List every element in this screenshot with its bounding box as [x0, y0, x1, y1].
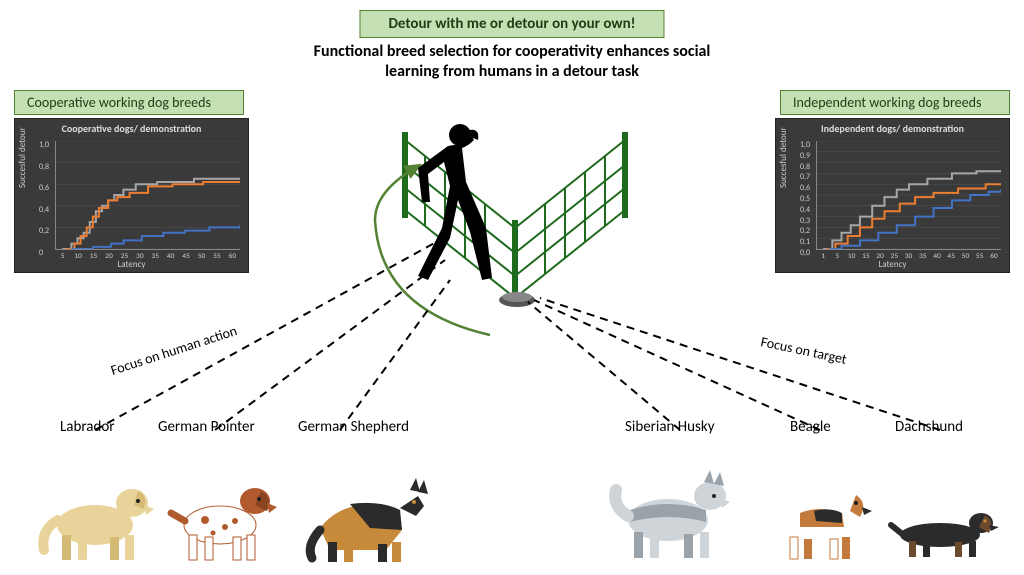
chart-ytick: 0,9 [800, 151, 810, 161]
dog-siberian-husky-icon [600, 450, 740, 565]
breed-label: German Pointer [158, 418, 255, 436]
chart-xtick: 5 [830, 252, 844, 261]
chart-plot-area [816, 141, 1001, 250]
chart-xtick: 10 [844, 252, 858, 261]
dog-labrador-icon [30, 455, 160, 565]
chart-xticks: 151015202530354045505560 [816, 252, 1001, 261]
chart-ytick: 0,1 [800, 237, 810, 247]
target-bowl-icon [502, 292, 532, 302]
breed-label: Beagle [790, 418, 831, 436]
chart-ytick: 1,0 [800, 140, 810, 150]
chart-xtick: 45 [944, 252, 958, 261]
chart-ytick: 0,3 [800, 216, 810, 226]
chart-title: Independent dogs/ demonstration [776, 119, 1009, 136]
chart-xtick: 30 [901, 252, 915, 261]
breed-label: Dachshund [895, 418, 963, 436]
chart-xtick: 60 [987, 252, 1001, 261]
focus-label-human: Focus on human action [109, 322, 240, 379]
chart-xtick: 20 [101, 252, 116, 261]
subtitle-line: learning from humans in a detour task [0, 62, 1024, 82]
chart-ylabel: Succesful detour [17, 127, 28, 188]
chart-xtick: 15 [86, 252, 101, 261]
chart-xtick: 20 [873, 252, 887, 261]
chart-xtick: 15 [859, 252, 873, 261]
dog-beagle-icon [760, 455, 880, 565]
chart-ytick: 0,2 [800, 226, 810, 236]
chart-title: Cooperative dogs/ demonstration [15, 119, 248, 136]
chart-svg [817, 141, 1001, 249]
chart-xtick: 25 [117, 252, 132, 261]
chart-xtick: 45 [178, 252, 193, 261]
group-label-cooperative: Cooperative working dog breeds [14, 90, 244, 115]
chart-independent: Independent dogs/ demonstration Succesfu… [775, 118, 1010, 273]
chart-ytick: 0,8 [800, 162, 810, 172]
chart-xtick: 35 [916, 252, 930, 261]
chart-ylabel: Succesful detour [778, 127, 789, 188]
chart-xtick: 50 [194, 252, 209, 261]
subtitle-line: Functional breed selection for cooperati… [0, 42, 1024, 62]
dog-german-pointer-icon [155, 455, 285, 565]
title-banner: Detour with me or detour on your own! [359, 10, 664, 38]
chart-xtick: 10 [70, 252, 85, 261]
chart-ytick: 0,4 [800, 205, 810, 215]
chart-ytick: 0,4 [39, 205, 49, 215]
chart-xtick: 5 [55, 252, 70, 261]
chart-ytick: 0,5 [800, 194, 810, 204]
chart-svg [56, 141, 240, 249]
chart-xtick: 40 [163, 252, 178, 261]
subtitle: Functional breed selection for cooperati… [0, 42, 1024, 82]
chart-ytick: 0,6 [39, 183, 49, 193]
chart-xtick: 55 [973, 252, 987, 261]
chart-xtick: 55 [209, 252, 224, 261]
chart-ytick: 0,0 [800, 248, 810, 258]
chart-xtick: 40 [930, 252, 944, 261]
chart-ytick: 1,0 [39, 140, 49, 150]
chart-cooperative: Cooperative dogs/ demonstration Succesfu… [14, 118, 249, 273]
scene-svg [310, 110, 720, 340]
chart-ytick: 0,6 [800, 183, 810, 193]
chart-xtick: 25 [887, 252, 901, 261]
chart-xtick: 35 [148, 252, 163, 261]
detour-scene [310, 110, 720, 340]
chart-ytick: 0,2 [39, 226, 49, 236]
chart-plot-area [55, 141, 240, 250]
chart-ytick: 0,8 [39, 162, 49, 172]
chart-xtick: 1 [816, 252, 830, 261]
dog-german-shepherd-icon [290, 450, 440, 565]
breed-label: Labrador [60, 418, 115, 436]
dog-dachshund-icon [885, 475, 1005, 565]
chart-ytick: 0,7 [800, 172, 810, 182]
group-label-independent: Independent working dog breeds [780, 90, 1010, 115]
chart-xticks: 51015202530354045505560 [55, 252, 240, 261]
chart-xtick: 30 [132, 252, 147, 261]
chart-xtick: 50 [958, 252, 972, 261]
breed-label: Siberian Husky [625, 418, 715, 436]
breed-label: German Shepherd [298, 418, 409, 436]
chart-ytick: 0 [39, 248, 43, 258]
chart-xtick: 60 [225, 252, 240, 261]
focus-label-target: Focus on target [759, 333, 848, 368]
